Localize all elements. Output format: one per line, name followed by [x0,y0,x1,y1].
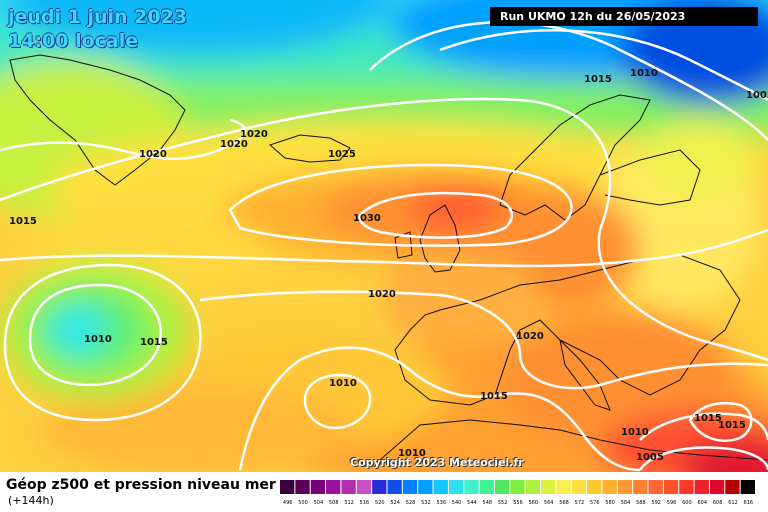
isobar-label: 1015 [140,337,168,348]
color-scale-swatch [280,480,295,494]
color-scale-label: 556 [513,500,523,506]
color-scale-swatch [402,480,418,494]
color-scale-swatch [295,480,310,494]
color-scale-swatch [356,480,372,494]
color-scale-swatch [740,480,755,494]
color-scale-label: 536 [436,500,446,506]
color-scale-label: 548 [483,500,493,506]
isobar-label: 1015 [584,74,612,85]
color-scale-label: 600 [682,500,692,506]
color-scale-swatch [326,480,341,494]
isobar-label: 1005 [746,90,768,101]
color-scale-swatch [556,480,571,494]
color-scale-swatch [541,480,556,494]
color-scale-label: 604 [697,500,707,506]
color-scale-label: 592 [651,500,661,506]
color-scale-label: 524 [390,500,400,506]
isobar-label: 1020 [139,149,167,160]
isobar-label: 1010 [398,448,426,459]
color-scale-label: 500 [298,500,308,506]
isobar-label: 1010 [621,427,649,438]
color-scale-swatch [448,480,464,494]
color-scale-label: 520 [375,500,385,506]
color-scale-label: 516 [360,500,370,506]
model-run-banner: Run UKMO 12h du 26/05/2023 [490,7,758,26]
color-scale-swatch [525,480,541,494]
color-scale-swatch [694,480,709,494]
color-scale-swatch [617,480,633,494]
color-scale-swatch [633,480,648,494]
isobar-label: 1030 [353,213,381,224]
color-scale-swatch [433,480,448,494]
isobar-label: 1015 [694,413,722,424]
color-scale-label: 508 [329,500,339,506]
color-scale-label: 540 [452,500,462,506]
isobars [0,20,768,472]
isobar-label: 1010 [329,378,357,389]
color-scale-swatches [280,480,755,494]
isobar-label: 1020 [516,331,544,342]
isobar-label: 1015 [9,216,37,227]
color-scale-label: 608 [713,500,723,506]
color-scale-swatch [679,480,694,494]
color-scale-label: 616 [744,500,754,506]
isobar-label: 1020 [368,289,396,300]
color-scale-swatch [464,480,479,494]
color-scale-swatch [387,480,402,494]
color-scale-swatch [479,480,494,494]
color-scale-label: 564 [544,500,554,506]
color-scale-label: 612 [728,500,738,506]
color-scale-swatch [587,480,602,494]
product-title: Géop z500 et pression niveau mer [6,477,276,493]
isobar-label: 1015 [718,420,746,431]
color-scale-swatch [510,480,525,494]
color-scale-legend: 496 500 504 508 512 516 520 524 528 532 536 540 544 5… [280,480,755,506]
isobar-label: 1020 [220,139,248,150]
isobar-label: 1015 [480,391,508,402]
color-scale-swatch [571,480,587,494]
color-scale-label: 528 [406,500,416,506]
color-scale-label: 596 [667,500,677,506]
color-scale-label: 544 [467,500,477,506]
color-scale-swatch [725,480,740,494]
isobar-label: 1025 [328,149,356,160]
color-scale-label: 568 [559,500,569,506]
color-scale-swatch [663,480,679,494]
color-scale-label: 532 [421,500,431,506]
isobar-label: 1020 [240,129,268,140]
isobar-label: 1010 [84,334,112,345]
color-scale-label: 504 [314,500,324,506]
color-scale-swatch [418,480,433,494]
color-scale-swatch [341,480,356,494]
isobar-label: 1010 [630,68,658,79]
color-scale-swatch [602,480,617,494]
color-scale-swatch [648,480,663,494]
forecast-map: 1010 1015 1005 1020 1020 1020 1025 1015 … [0,0,768,472]
forecast-time: 14:00 locale [8,30,139,52]
forecast-date: jeudi 1 juin 2023 [8,6,188,28]
isobar-labels: 1010 1015 1005 1020 1020 1020 1025 1015 … [9,68,768,463]
color-scale-label: 512 [344,500,354,506]
color-scale-swatch [310,480,326,494]
color-scale-swatch [372,480,387,494]
color-scale-labels: 496 500 504 508 512 516 520 524 528 532 536 540 544 5… [283,500,753,506]
color-scale-label: 552 [498,500,508,506]
color-scale-label: 496 [283,500,293,506]
color-scale-label: 588 [636,500,646,506]
color-scale-swatch [494,480,510,494]
color-scale-label: 572 [575,500,585,506]
color-scale-label: 560 [529,500,539,506]
isobar-label: 1005 [636,452,664,463]
color-scale-label: 576 [590,500,600,506]
color-scale-swatch [709,480,725,494]
chart-footer: Géop z500 et pression niveau mer (+144h)… [0,472,768,512]
color-scale-label: 580 [605,500,615,506]
copyright-notice: Copyright 2023 Meteociel.fr [350,456,524,469]
lead-time: (+144h) [8,494,54,507]
color-scale-label: 584 [621,500,631,506]
